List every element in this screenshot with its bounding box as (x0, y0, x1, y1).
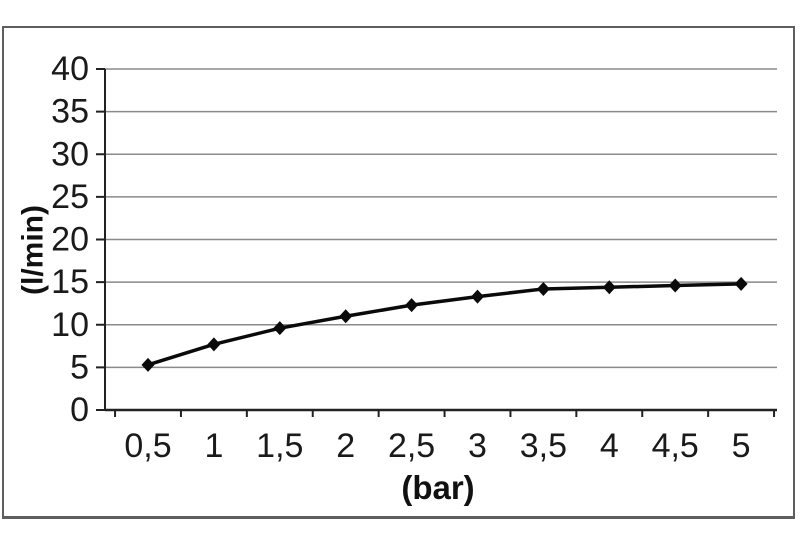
x-tick-label: 3,5 (520, 427, 567, 465)
data-point-marker (471, 289, 484, 304)
y-tick-label: 35 (51, 93, 89, 131)
x-tick-label: 2 (336, 427, 355, 465)
data-point-marker (141, 357, 155, 372)
chart-frame (2, 26, 795, 519)
x-axis-title: (bar) (401, 469, 474, 506)
x-tick-label: 2,5 (388, 427, 435, 465)
plot-area: 0 5 10 15 20 25 30 35 40 0,5 1 1,5 2 2,5 3 3,5 4 4,5 5 (51, 50, 777, 465)
data-point-marker (668, 278, 682, 293)
data-point-marker (339, 309, 353, 324)
y-tick-label: 30 (51, 135, 89, 173)
data-point-marker (273, 321, 287, 336)
x-tick-label: 1 (204, 427, 223, 465)
data-point-marker (734, 276, 748, 291)
y-tick-label: 20 (51, 221, 89, 259)
x-tick-label: 1,5 (256, 427, 303, 465)
data-point-marker (405, 298, 419, 313)
x-tick-label: 4,5 (652, 427, 699, 465)
data-point-marker (602, 280, 616, 295)
x-tick-label: 5 (732, 427, 751, 465)
y-tick-label: 10 (51, 306, 89, 344)
x-tick-label: 3 (468, 427, 487, 465)
y-tick-label: 25 (51, 178, 89, 216)
data-line (147, 282, 742, 367)
y-tick-label: 40 (51, 50, 89, 88)
y-tick-label: 0 (70, 391, 89, 429)
y-tick-label: 5 (70, 348, 89, 386)
x-tick-label: 4 (600, 427, 619, 465)
data-point-marker (207, 337, 221, 352)
x-tick-label: 0,5 (124, 427, 171, 465)
y-axis-title: (l/min) (17, 205, 50, 295)
y-tick-label: 15 (51, 263, 89, 301)
data-point-marker (536, 281, 550, 296)
